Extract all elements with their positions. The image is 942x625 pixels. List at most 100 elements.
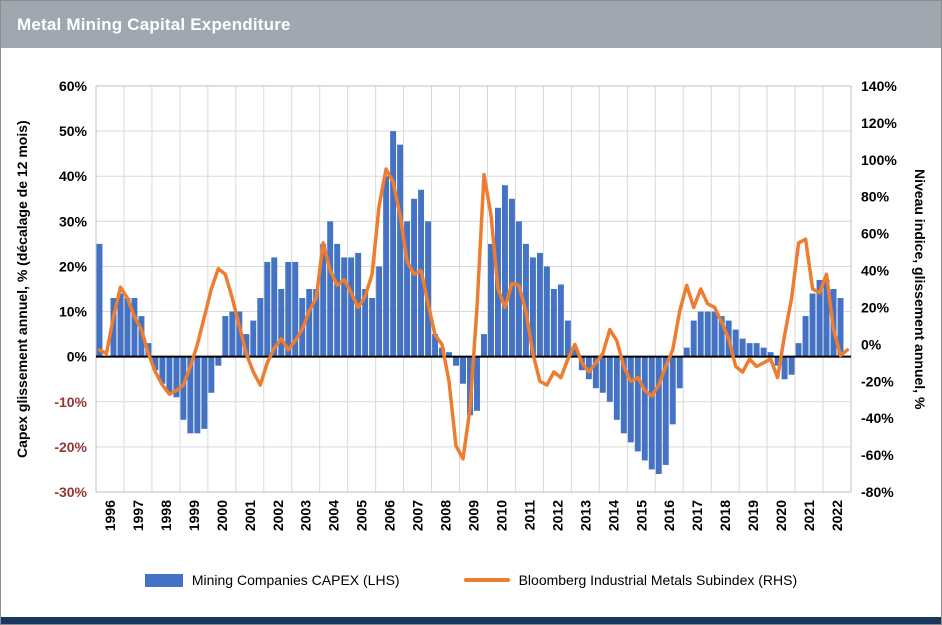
left-axis-tick: -30% xyxy=(54,484,87,500)
capex-bar xyxy=(341,257,348,357)
x-axis-tick: 2020 xyxy=(773,500,789,531)
capex-bar xyxy=(292,261,299,357)
capex-bar xyxy=(550,289,557,357)
right-axis-tick: -60% xyxy=(861,447,894,463)
capex-bar xyxy=(383,176,390,357)
capex-bar xyxy=(711,311,718,357)
capex-bar xyxy=(823,279,830,357)
capex-bar xyxy=(453,356,459,366)
right-axis-title: Niveau indice, glissement annuel, % xyxy=(912,168,928,410)
right-axis-tick: -20% xyxy=(861,373,894,389)
legend-item-capex: Mining Companies CAPEX (LHS) xyxy=(144,572,400,588)
metals-line xyxy=(97,167,850,461)
capex-bar xyxy=(795,343,802,357)
capex-bar xyxy=(208,356,215,393)
capex-bar xyxy=(592,356,599,389)
capex-bar xyxy=(669,356,676,425)
capex-bar xyxy=(110,298,117,357)
capex-bar xyxy=(746,343,753,357)
capex-bar xyxy=(369,298,376,357)
capex-bar xyxy=(236,311,243,357)
capex-bar xyxy=(173,356,180,398)
capex-bar xyxy=(152,356,159,371)
x-axis-tick: 2000 xyxy=(214,500,230,531)
capex-bar xyxy=(634,356,641,452)
x-axis-tick: 1996 xyxy=(102,500,118,531)
legend-label-metals: Bloomberg Industrial Metals Subindex (RH… xyxy=(518,572,798,588)
capex-bar xyxy=(397,144,404,357)
x-axis-tick: 2018 xyxy=(717,500,733,531)
capex-bar xyxy=(599,356,606,393)
capex-bar xyxy=(585,356,592,380)
plot-border xyxy=(95,85,852,493)
capex-bar xyxy=(767,352,774,357)
capex-metals-chart: 60% 50% 40% 30% 20% 10% 0% -10% -20% -30% 140% 120%… xyxy=(54,78,897,531)
capex-bar xyxy=(446,352,452,357)
capex-bar xyxy=(816,279,823,357)
capex-bar xyxy=(543,266,550,357)
capex-bar xyxy=(809,293,816,357)
capex-bar xyxy=(320,243,327,357)
capex-bar xyxy=(753,343,760,357)
capex-bar xyxy=(96,243,103,357)
capex-bar xyxy=(718,316,725,357)
right-axis-tick: 40% xyxy=(861,263,890,279)
capex-bar xyxy=(271,257,278,357)
capex-bar xyxy=(697,311,704,357)
x-axis-tick: 2009 xyxy=(466,500,482,531)
right-axis-tick: 0% xyxy=(861,336,882,352)
capex-bar xyxy=(690,320,697,357)
x-axis-tick: 2010 xyxy=(493,500,509,531)
x-axis-tick: 2006 xyxy=(382,500,398,531)
left-axis-tick: 10% xyxy=(59,304,88,320)
x-axis-tick: 2015 xyxy=(633,500,649,531)
page-title: Metal Mining Capital Expenditure xyxy=(17,14,291,34)
capex-bar xyxy=(536,252,543,357)
left-axis-tick: 20% xyxy=(59,258,88,274)
capex-bar xyxy=(641,356,648,461)
capex-bar xyxy=(683,347,690,357)
capex-bar xyxy=(837,298,844,357)
left-axis-tick: 30% xyxy=(59,213,88,229)
capex-bar xyxy=(481,334,487,357)
x-axis-tick: 1997 xyxy=(130,500,146,531)
capex-bar xyxy=(788,356,795,375)
capex-bar xyxy=(460,356,466,384)
right-axis-tick: -40% xyxy=(861,410,894,426)
capex-bar xyxy=(285,261,292,357)
capex-bar xyxy=(348,257,355,357)
left-axis-tick: 60% xyxy=(59,78,88,94)
capex-bar xyxy=(732,329,739,357)
x-axis-tick: 2007 xyxy=(410,500,426,531)
capex-bar xyxy=(404,221,411,357)
capex-bar xyxy=(557,284,564,357)
capex-bar xyxy=(257,298,264,357)
right-axis-tick: -80% xyxy=(861,484,894,500)
capex-bar xyxy=(159,356,166,384)
capex-bar xyxy=(522,243,529,357)
x-axis-tick: 2001 xyxy=(242,500,258,531)
left-axis-tick: -20% xyxy=(54,439,87,455)
chart-legend: Mining Companies CAPEX (LHS) Bloomberg I… xyxy=(1,561,941,599)
capex-bar xyxy=(620,356,627,434)
capex-bar xyxy=(564,320,571,357)
capex-bar xyxy=(781,356,788,380)
x-axis-tick: 2004 xyxy=(326,500,342,531)
capex-bar xyxy=(676,356,683,389)
capex-bar xyxy=(501,185,508,357)
capex-bar xyxy=(313,289,320,357)
capex-bar xyxy=(627,356,634,443)
capex-bar xyxy=(529,257,536,357)
left-axis-tick: 50% xyxy=(59,123,88,139)
left-axis-tick: -10% xyxy=(54,394,87,410)
right-axis-tick: 20% xyxy=(861,299,890,315)
capex-bar xyxy=(194,356,201,434)
right-axis-tick: 60% xyxy=(861,226,890,242)
capex-bar xyxy=(411,198,418,357)
x-axis-tick: 2021 xyxy=(801,500,817,531)
capex-bar xyxy=(278,289,285,357)
capex-bar xyxy=(425,221,432,357)
capex-bar xyxy=(250,320,257,357)
legend-item-metals: Bloomberg Industrial Metals Subindex (RH… xyxy=(463,572,798,588)
